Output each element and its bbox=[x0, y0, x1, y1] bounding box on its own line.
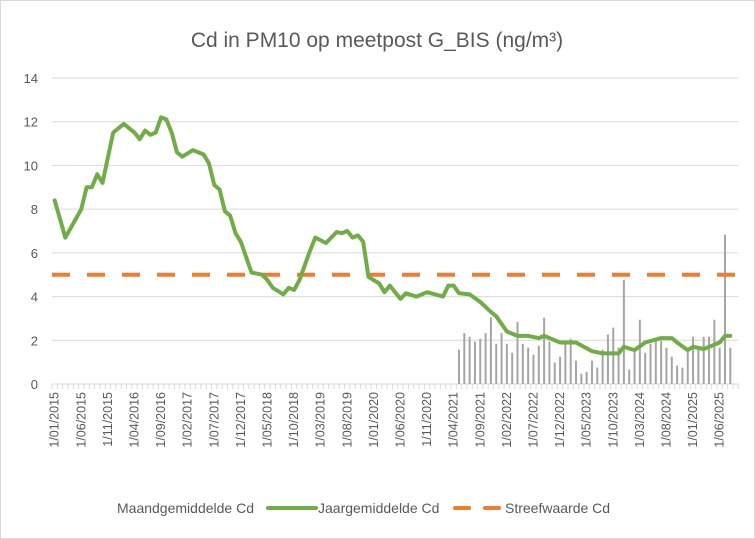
x-tick-label: 1/07/2017 bbox=[207, 392, 221, 448]
bar-maandgemiddelde bbox=[468, 336, 471, 384]
bar-maandgemiddelde bbox=[532, 354, 535, 384]
bar-maandgemiddelde bbox=[548, 341, 551, 384]
bar-maandgemiddelde bbox=[484, 333, 487, 384]
bar-maandgemiddelde bbox=[479, 338, 482, 384]
bar-maandgemiddelde bbox=[601, 349, 604, 384]
line-jaargemiddelde bbox=[52, 115, 733, 356]
bar-maandgemiddelde bbox=[516, 321, 519, 384]
bar-maandgemiddelde bbox=[713, 319, 716, 384]
x-tick-label: 1/09/2021 bbox=[473, 392, 487, 448]
bar-maandgemiddelde bbox=[527, 347, 530, 384]
x-tick-label: 1/11/2015 bbox=[101, 392, 115, 447]
x-tick-label: 1/09/2016 bbox=[154, 392, 168, 448]
x-tick-label: 1/12/2017 bbox=[234, 392, 248, 448]
y-tick-label: 10 bbox=[24, 158, 38, 173]
bar-maandgemiddelde bbox=[697, 347, 700, 384]
bar-maandgemiddelde bbox=[628, 369, 631, 384]
bar-maandgemiddelde bbox=[654, 340, 657, 384]
x-tick-label: 1/02/2017 bbox=[181, 392, 195, 448]
bar-maandgemiddelde bbox=[708, 336, 711, 384]
bar-maandgemiddelde bbox=[596, 367, 599, 384]
bar-maandgemiddelde bbox=[569, 338, 572, 384]
x-tick-label: 1/01/2025 bbox=[686, 392, 700, 448]
x-tick-label: 1/04/2016 bbox=[127, 392, 141, 448]
bar-maandgemiddelde bbox=[660, 340, 663, 384]
y-tick-label: 14 bbox=[24, 71, 38, 86]
bar-maandgemiddelde bbox=[495, 343, 498, 384]
y-tick-label: 4 bbox=[31, 290, 38, 305]
x-tick-label: 1/07/2022 bbox=[526, 392, 540, 448]
bar-maandgemiddelde bbox=[649, 343, 652, 384]
bar-maandgemiddelde bbox=[585, 371, 588, 384]
bar-maandgemiddelde bbox=[723, 234, 726, 384]
x-tick-label: 1/03/2019 bbox=[314, 392, 328, 448]
bar-maandgemiddelde bbox=[612, 327, 615, 384]
bar-maandgemiddelde bbox=[463, 333, 466, 384]
bar-maandgemiddelde bbox=[670, 356, 673, 384]
x-tick-label: 1/11/2020 bbox=[420, 392, 434, 447]
x-tick-label: 1/12/2022 bbox=[553, 392, 567, 448]
bar-maandgemiddelde bbox=[702, 336, 705, 384]
bar-maandgemiddelde bbox=[729, 347, 732, 384]
bar-maandgemiddelde bbox=[617, 347, 620, 384]
legend-label-maandgemiddelde: Maandgemiddelde Cd bbox=[117, 500, 254, 516]
x-tick-label: 1/01/2020 bbox=[367, 392, 381, 448]
y-tick-label: 8 bbox=[31, 202, 38, 217]
bar-maandgemiddelde bbox=[473, 341, 476, 384]
bar-maandgemiddelde bbox=[521, 343, 524, 384]
x-tick-label: 1/02/2022 bbox=[500, 392, 514, 448]
bar-maandgemiddelde bbox=[500, 333, 503, 384]
bar-maandgemiddelde bbox=[676, 365, 679, 384]
x-tick-label: 1/10/2023 bbox=[606, 392, 620, 448]
chart-title: Cd in PM10 op meetpost G_BIS (ng/m³) bbox=[191, 29, 563, 52]
x-tick-label: 1/08/2019 bbox=[340, 392, 354, 448]
bar-maandgemiddelde bbox=[564, 343, 567, 384]
bar-maandgemiddelde bbox=[559, 356, 562, 384]
bar-maandgemiddelde bbox=[505, 343, 508, 384]
y-tick-label: 0 bbox=[31, 377, 38, 392]
bar-maandgemiddelde bbox=[543, 317, 546, 384]
x-tick-label: 1/05/2023 bbox=[580, 392, 594, 448]
x-tick-label: 1/06/2025 bbox=[713, 392, 727, 448]
bar-maandgemiddelde bbox=[580, 373, 583, 384]
y-tick-label: 6 bbox=[31, 246, 38, 261]
x-tick-label: 1/05/2018 bbox=[260, 392, 274, 448]
y-tick-label: 2 bbox=[31, 333, 38, 348]
bar-maandgemiddelde bbox=[718, 347, 721, 384]
x-tick-label: 1/10/2018 bbox=[287, 392, 301, 448]
bar-maandgemiddelde bbox=[457, 349, 460, 384]
x-tick-label: 1/03/2024 bbox=[633, 392, 647, 448]
x-tick-label: 1/04/2021 bbox=[447, 392, 461, 448]
x-tick-label: 1/06/2015 bbox=[74, 392, 88, 448]
bar-maandgemiddelde bbox=[489, 317, 492, 384]
x-tick-label: 1/06/2020 bbox=[393, 392, 407, 448]
bar-maandgemiddelde bbox=[537, 345, 540, 384]
bar-maandgemiddelde bbox=[665, 347, 668, 384]
bar-maandgemiddelde bbox=[590, 360, 593, 384]
x-tick-label: 1/08/2024 bbox=[659, 392, 673, 448]
bar-maandgemiddelde bbox=[638, 319, 641, 384]
bar-maandgemiddelde bbox=[553, 362, 556, 384]
bar-maandgemiddelde bbox=[681, 367, 684, 384]
bar-maandgemiddelde bbox=[633, 349, 636, 384]
bar-maandgemiddelde bbox=[606, 334, 609, 384]
bar-maandgemiddelde bbox=[644, 352, 647, 384]
legend-label-jaargemiddelde: Jaargemiddelde Cd bbox=[318, 500, 439, 516]
y-tick-label: 12 bbox=[24, 115, 38, 130]
bar-maandgemiddelde bbox=[575, 360, 578, 384]
legend: Maandgemiddelde Cd Jaargemiddelde Cd Str… bbox=[117, 500, 610, 516]
x-tick-label: 1/01/2015 bbox=[48, 392, 62, 448]
bar-maandgemiddelde bbox=[622, 279, 625, 384]
legend-label-streefwaarde: Streefwaarde Cd bbox=[505, 500, 610, 516]
bar-maandgemiddelde bbox=[686, 351, 689, 384]
bar-maandgemiddelde bbox=[692, 336, 695, 384]
bar-maandgemiddelde bbox=[511, 352, 514, 384]
